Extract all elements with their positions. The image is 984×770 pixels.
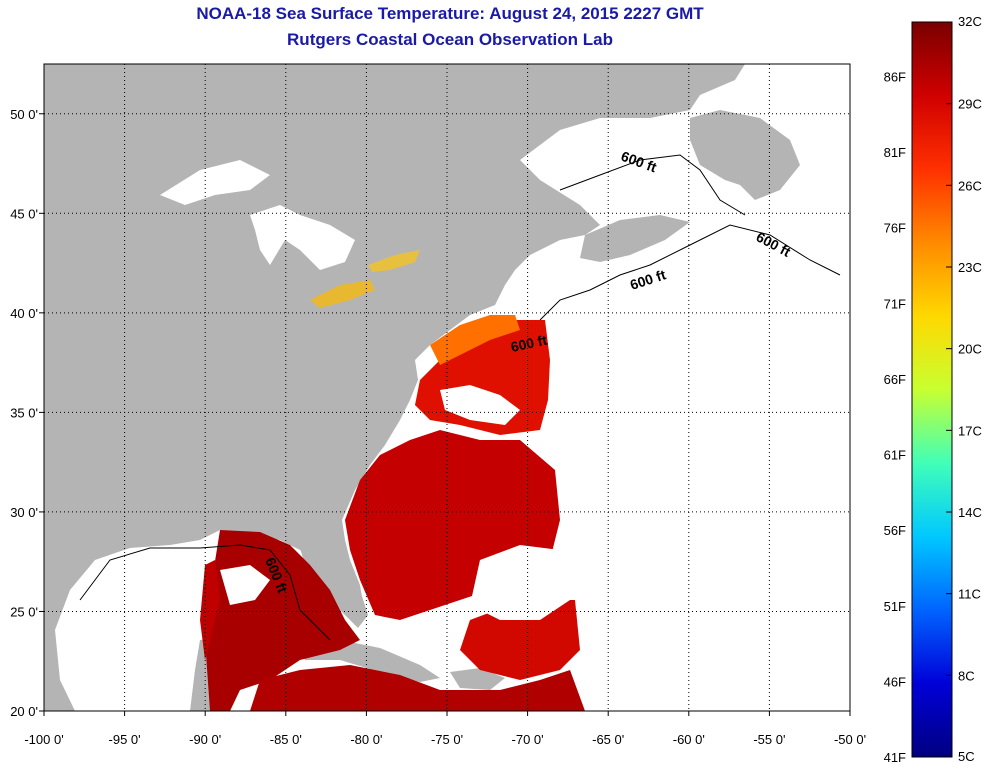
land-hispaniola <box>450 668 505 690</box>
land-florida <box>300 545 368 628</box>
x-tick-label: -85 0' <box>270 732 302 747</box>
lake-ontario <box>368 250 420 272</box>
y-tick-label: 30 0' <box>10 505 38 520</box>
isobath-600ft <box>539 224 841 321</box>
cloud-patch-1 <box>440 385 520 425</box>
colorbar-fahrenheit-label: 46F <box>884 674 906 689</box>
x-tick-label: -80 0' <box>350 732 382 747</box>
x-tick-label: -55 0' <box>753 732 785 747</box>
colorbar-fahrenheit-label: 71F <box>884 296 906 311</box>
colorbar-celsius-label: 23C <box>958 260 982 275</box>
x-tick-label: -50 0' <box>834 732 866 747</box>
x-axis-ticks: -100 0' -95 0' -90 0' -85 0' -80 0' -75 0' -70… <box>24 711 866 747</box>
colorbar-fahrenheit-label: 66F <box>884 372 906 387</box>
y-tick-label: 40 0' <box>10 306 38 321</box>
colorbar-celsius-label: 14C <box>958 505 982 520</box>
contour-label: 600 ft <box>509 332 548 355</box>
isobath-600ft-canada <box>559 154 746 216</box>
y-tick-label: 50 0' <box>10 107 38 122</box>
colorbar-celsius-label: 26C <box>958 178 982 193</box>
x-tick-label: -65 0' <box>592 732 624 747</box>
colorbar-celsius-label: 29C <box>958 97 982 112</box>
lake-superior <box>160 160 270 205</box>
colorbar-celsius-label: 5C <box>958 749 975 764</box>
sst-sargasso <box>460 600 580 680</box>
colorbar-celsius-label: 8C <box>958 668 975 683</box>
x-tick-label: -90 0' <box>189 732 221 747</box>
x-tick-label: -95 0' <box>109 732 141 747</box>
y-tick-label: 45 0' <box>10 206 38 221</box>
cloud-patch-3 <box>220 565 270 605</box>
lake-erie <box>310 280 375 308</box>
sst-caribbean <box>250 665 585 711</box>
y-axis-ticks: 50 0' 45 0' 40 0' 35 0' 30 0' 25 0' 20 0' <box>10 107 44 719</box>
colorbar-fahrenheit-label: 56F <box>884 523 906 538</box>
colorbar-fahrenheit-label: 41F <box>884 750 906 765</box>
colorbar-celsius-label: 32C <box>958 14 982 29</box>
sst-new-jersey-shelf <box>430 315 520 365</box>
land-newfoundland <box>690 110 800 200</box>
isobath-600ft-gulf <box>79 544 331 641</box>
x-tick-label: -60 0' <box>673 732 705 747</box>
cloud-patch-2 <box>470 545 570 620</box>
y-tick-label: 35 0' <box>10 405 38 420</box>
map-layers <box>44 64 841 711</box>
colorbar-celsius-label: 20C <box>958 342 982 357</box>
map-title: NOAA-18 Sea Surface Temperature: August … <box>196 4 704 23</box>
land-nova-scotia <box>580 215 690 262</box>
y-tick-label: 25 0' <box>10 604 38 619</box>
colorbar-ticks: 32C 29C 26C 23C 20C 17C 14C 11C 8C 5C 86F 81F 76F 71F… <box>884 14 982 765</box>
y-tick-label: 20 0' <box>10 704 38 719</box>
colorbar <box>911 21 953 758</box>
x-tick-label: -75 0' <box>431 732 463 747</box>
colorbar-fahrenheit-label: 76F <box>884 221 906 236</box>
x-tick-label: -70 0' <box>512 732 544 747</box>
colorbar-fahrenheit-label: 81F <box>884 145 906 160</box>
x-tick-label: -100 0' <box>24 732 63 747</box>
lake-michigan-huron <box>250 205 355 270</box>
gulf-st-lawrence <box>540 118 700 210</box>
colorbar-fahrenheit-label: 61F <box>884 448 906 463</box>
sst-gulf-west <box>200 560 220 660</box>
colorbar-fahrenheit-label: 86F <box>884 69 906 84</box>
colorbar-fahrenheit-label: 51F <box>884 599 906 614</box>
colorbar-celsius-label: 11C <box>958 587 981 602</box>
colorbar-celsius-label: 17C <box>958 423 982 438</box>
map-subtitle: Rutgers Coastal Ocean Observation Lab <box>287 30 613 49</box>
land-north-america <box>44 64 745 711</box>
